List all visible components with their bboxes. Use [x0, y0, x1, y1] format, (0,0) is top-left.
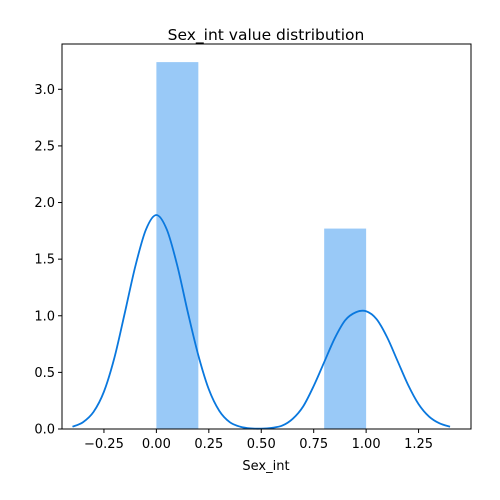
y-tick-label-4: 2.0: [34, 196, 55, 211]
x-tick-label-5: 1.00: [352, 437, 381, 452]
x-axis-ticks: −0.25 0.00 0.25 0.50 0.75 1.00 1.25: [84, 429, 433, 452]
x-tick-label-6: 1.25: [404, 437, 433, 452]
x-axis-title: Sex_int: [242, 459, 289, 474]
y-tick-label-2: 1.0: [34, 309, 55, 324]
x-tick-label-1: 0.00: [142, 437, 171, 452]
y-tick-label-6: 3.0: [34, 83, 55, 98]
histogram-bars: [156, 62, 367, 429]
kde-curve: [72, 214, 451, 430]
plot-frame: [61, 43, 472, 430]
x-tick-label-4: 0.75: [299, 437, 328, 452]
y-tick-label-3: 1.5: [34, 253, 55, 268]
x-tick-label-0: −0.25: [84, 437, 124, 452]
x-tick-label-2: 0.25: [194, 437, 223, 452]
x-tick-label-3: 0.50: [247, 437, 276, 452]
y-tick-label-5: 2.5: [34, 139, 55, 154]
y-tick-label-0: 0.0: [34, 423, 55, 438]
histogram-bar-0: [156, 62, 199, 429]
chart-title: Sex_int value distribution: [168, 26, 365, 45]
histogram-bar-1: [324, 228, 367, 429]
y-axis-ticks: 0.0 0.5 1.0 1.5 2.0 2.5 3.0: [34, 83, 62, 438]
kde-layer: [72, 214, 451, 430]
y-tick-label-1: 0.5: [34, 366, 55, 381]
